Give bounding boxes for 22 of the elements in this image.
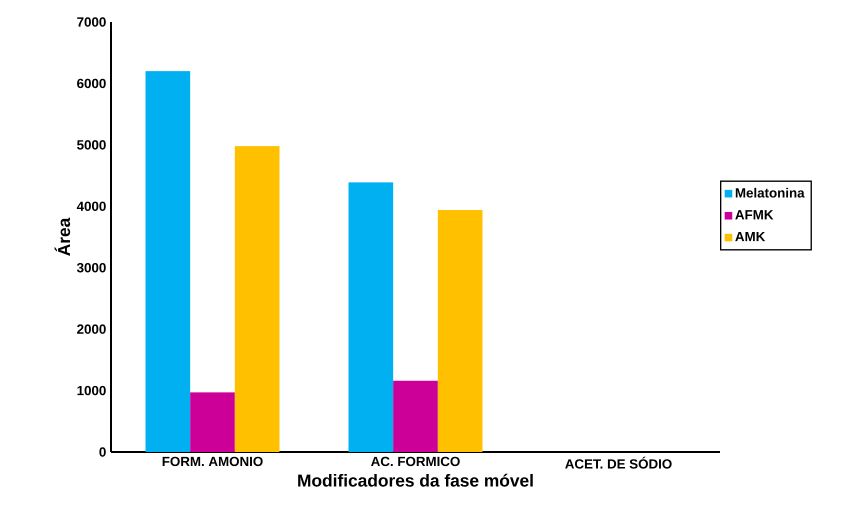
y-tick-label: 6000: [77, 78, 106, 88]
y-tick-label: 3000: [76, 262, 106, 272]
bar: [393, 380, 438, 452]
x-tick-label: ACET. DE SÓDIO: [565, 456, 672, 469]
bar: [190, 392, 235, 452]
y-tick-label: 2000: [77, 324, 106, 334]
x-tick-label: FORM. AMONIO: [162, 456, 263, 466]
y-tick-label: 7000: [77, 17, 106, 27]
bar: [438, 210, 482, 452]
legend-label: AFMK: [735, 210, 774, 220]
bar: [146, 71, 190, 452]
bar: [234, 146, 280, 452]
legend-label: Melatonina: [736, 188, 805, 198]
x-tick-label: AC. FORMICO: [371, 456, 460, 466]
y-tick-label: 5000: [77, 140, 106, 150]
x-axis-title: Modificadores da fase móvel: [298, 474, 533, 487]
y-tick-label: 4000: [76, 202, 106, 211]
y-tick-label: 1000: [77, 386, 106, 396]
legend-label: AMK: [735, 232, 766, 242]
bar: [348, 182, 394, 452]
y-axis-title: Área: [54, 218, 70, 256]
y-tick-label: 0: [99, 447, 106, 457]
